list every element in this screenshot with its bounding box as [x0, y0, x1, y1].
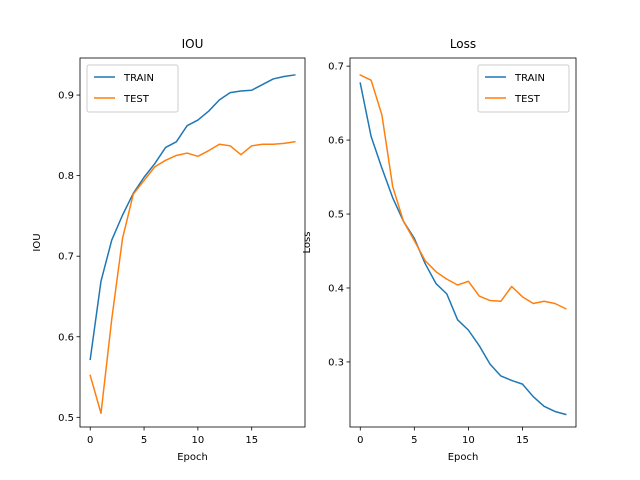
iou-y-tick-label: 0.9 — [58, 91, 74, 102]
iou-legend: TRAIN TEST — [86, 64, 179, 113]
loss-series-test-line — [359, 74, 567, 310]
loss-y-tick-label: 0.6 — [328, 136, 344, 147]
loss-legend-label-train: TRAIN — [514, 73, 545, 84]
iou-legend-label-train: TRAIN — [123, 73, 154, 84]
iou-chart-title: IOU — [182, 37, 204, 51]
loss-y-tick-label: 0.4 — [328, 283, 344, 294]
iou-x-axis-label: Epoch — [177, 452, 208, 463]
loss-y-tick-label: 0.7 — [328, 62, 344, 73]
iou-series-train-line — [89, 74, 296, 361]
iou-y-tick-label: 0.7 — [58, 252, 74, 263]
loss-x-tick-label: 5 — [411, 435, 417, 446]
chart-iou: 0 5 10 15 0.5 0.6 0.7 0.8 0.9 IOU Epoch IOU TRAIN TES… — [32, 37, 306, 463]
iou-x-tick-label: 10 — [192, 435, 205, 446]
iou-y-tick-label: 0.8 — [58, 171, 74, 182]
iou-legend-label-test: TEST — [123, 94, 150, 105]
loss-x-tick-label: 15 — [516, 435, 529, 446]
loss-x-axis-label: Epoch — [448, 452, 479, 463]
iou-series-test-line — [89, 140, 296, 415]
iou-y-axis-label: IOU — [32, 233, 43, 251]
loss-y-axis-label: Loss — [302, 232, 313, 254]
loss-axes-frame — [349, 57, 577, 428]
iou-x-tick-label: 0 — [87, 435, 93, 446]
iou-y-tick-label: 0.5 — [58, 413, 74, 424]
chart-loss: 0 5 10 150.30.40.50.60.7LossEpochLossTRAINT… — [302, 37, 577, 463]
iou-x-tick-label: 5 — [141, 435, 147, 446]
loss-y-tick-label: 0.3 — [328, 357, 344, 368]
iou-y-tick-label: 0.6 — [58, 332, 74, 343]
iou-axes-frame — [79, 57, 306, 428]
loss-y-tick-label: 0.5 — [328, 210, 344, 221]
loss-chart-title: Loss — [450, 37, 476, 51]
loss-x-tick-label: 0 — [357, 435, 363, 446]
loss-legend: TRAIN TEST — [477, 64, 570, 113]
loss-x-tick-label: 10 — [462, 435, 475, 446]
loss-legend-label-test: TEST — [514, 94, 541, 105]
iou-x-tick-label: 15 — [245, 435, 258, 446]
loss-series-train-line — [359, 82, 567, 416]
